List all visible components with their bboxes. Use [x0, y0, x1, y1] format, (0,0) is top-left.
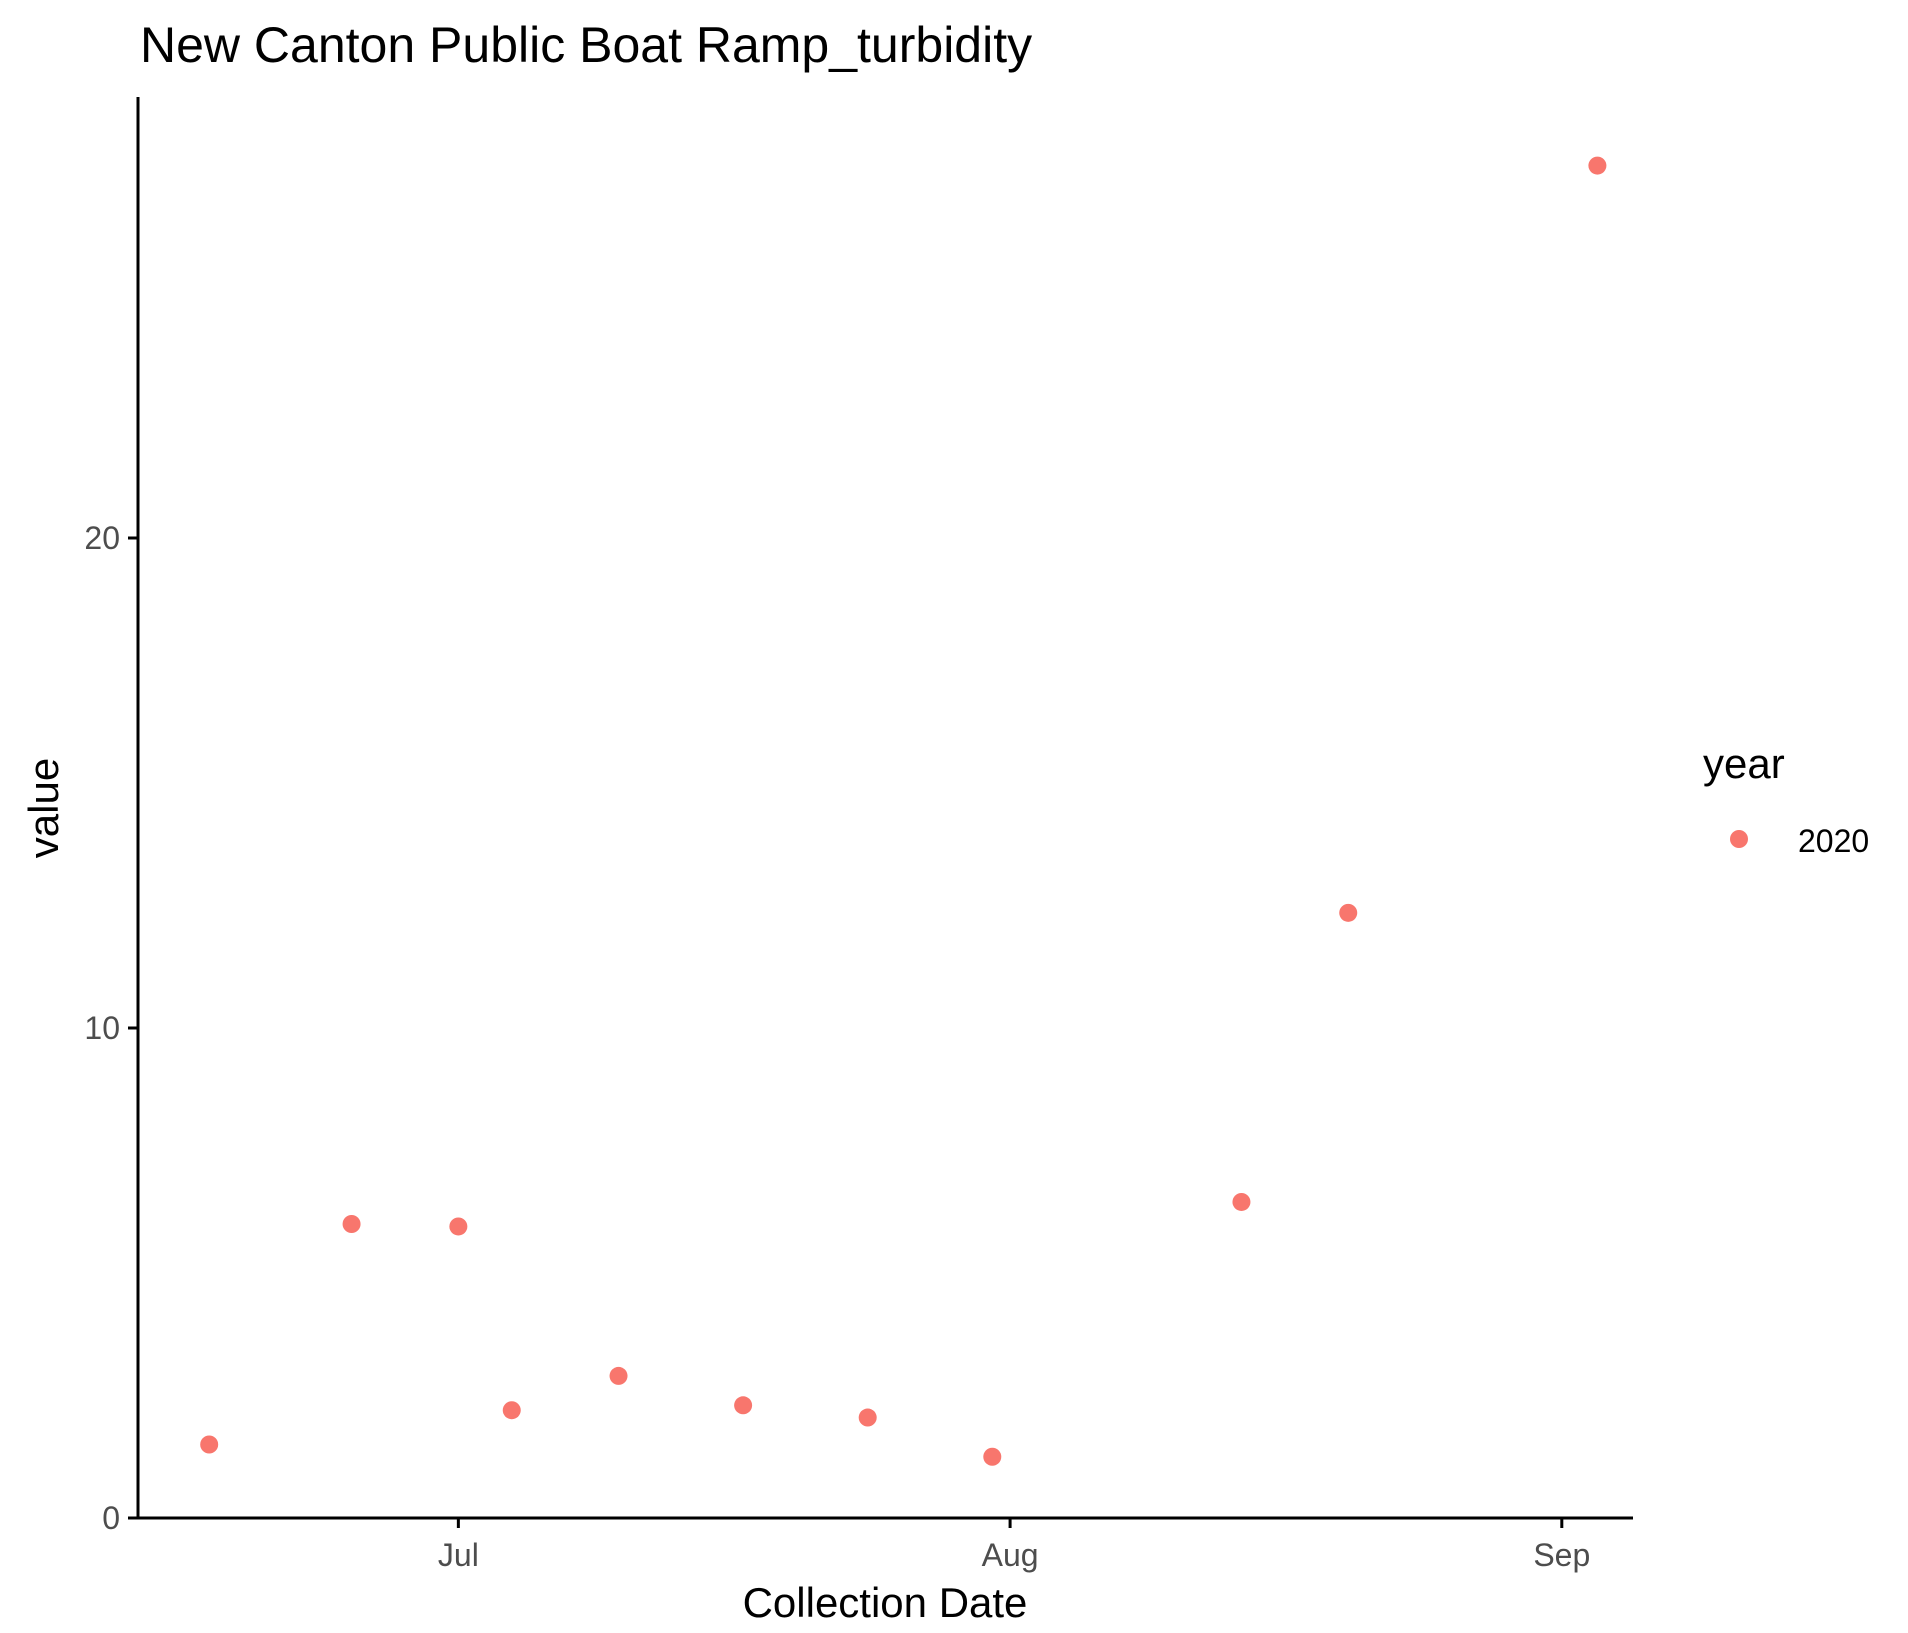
- chart-title: New Canton Public Boat Ramp_turbidity: [140, 17, 1032, 73]
- x-tick-label: Jul: [438, 1537, 479, 1573]
- legend: year 2020: [1703, 740, 1869, 859]
- data-point: [342, 1215, 361, 1233]
- x-tick-label: Aug: [982, 1537, 1039, 1573]
- data-point: [200, 1435, 219, 1454]
- x-axis-title: Collection Date: [743, 1579, 1028, 1626]
- legend-title: year: [1703, 740, 1785, 787]
- y-tick-label: 0: [102, 1500, 120, 1536]
- data-point: [449, 1217, 468, 1236]
- data-point: [983, 1447, 1002, 1466]
- data-points: [200, 156, 1607, 1466]
- data-point: [609, 1366, 628, 1385]
- x-tick-label: Sep: [1533, 1537, 1590, 1573]
- y-tick-label: 10: [84, 1010, 120, 1046]
- data-point: [1588, 156, 1607, 175]
- y-axis-title: value: [20, 758, 67, 858]
- data-point: [502, 1401, 521, 1420]
- legend-label-2020: 2020: [1798, 823, 1869, 859]
- y-axis-ticks: 0 10 20: [84, 520, 138, 1536]
- data-point: [1232, 1192, 1251, 1211]
- y-tick-label: 20: [84, 520, 120, 556]
- data-point: [1339, 903, 1358, 922]
- data-point: [858, 1408, 877, 1427]
- data-point: [734, 1396, 753, 1415]
- x-axis-ticks: Jul Aug Sep: [438, 1518, 1590, 1573]
- plot-area: 0 10 20 Jul Aug Sep: [84, 97, 1633, 1573]
- legend-key-2020: [1730, 830, 1748, 848]
